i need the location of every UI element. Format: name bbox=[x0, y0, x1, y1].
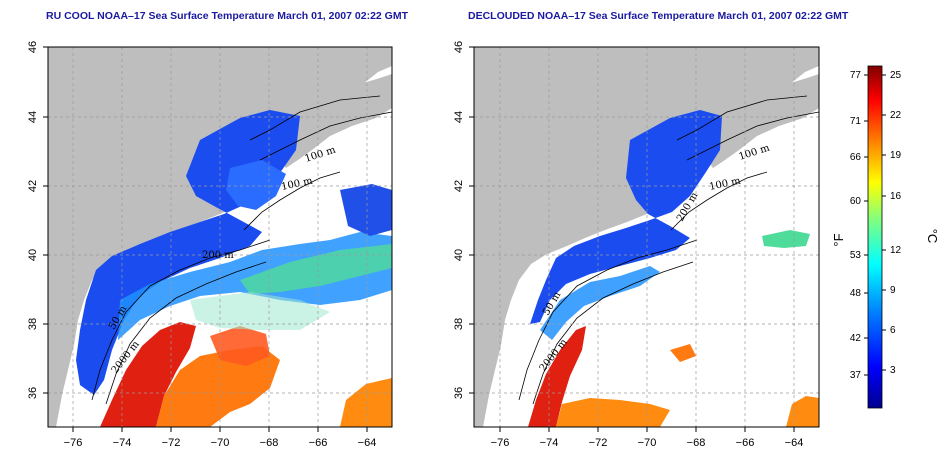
left-contour-label-3: 200 m bbox=[202, 250, 234, 261]
right-x-tick-label: −74 bbox=[540, 437, 559, 449]
right-shelf-edge-water bbox=[540, 266, 660, 340]
fahrenheit-tick-label: 53 bbox=[850, 250, 862, 261]
fahrenheit-tick-label: 60 bbox=[850, 196, 862, 207]
left-tick-marks bbox=[43, 46, 368, 432]
colorbar-gradient bbox=[867, 65, 883, 409]
left-gulf-stream-warm bbox=[100, 322, 196, 427]
right-gulf-stream-warm bbox=[528, 326, 586, 427]
left-x-tick-label: −68 bbox=[260, 437, 279, 449]
left-gulf-of-maine-blue bbox=[226, 160, 286, 210]
celsius-tick-label: 16 bbox=[890, 191, 902, 202]
left-speckled-cloud-area bbox=[190, 292, 330, 330]
left-x-tick-label: −70 bbox=[211, 437, 230, 449]
fahrenheit-tick-label: 71 bbox=[850, 116, 862, 127]
left-x-tick-label: −76 bbox=[64, 437, 83, 449]
right-y-tick-label: 40 bbox=[453, 249, 465, 261]
right-y-tick-label: 38 bbox=[453, 318, 465, 330]
left-land-mass bbox=[48, 47, 392, 427]
right-cold-shelf-water bbox=[530, 110, 722, 324]
right-x-tick-label: −66 bbox=[736, 437, 755, 449]
celsius-unit-label: °C bbox=[925, 229, 940, 244]
left-x-tick-label: −72 bbox=[162, 437, 181, 449]
right-map-title: DECLOUDED NOAA–17 Sea Surface Temperatur… bbox=[468, 10, 849, 22]
right-x-tick-label: −72 bbox=[589, 437, 608, 449]
right-x-tick-label: −68 bbox=[687, 437, 706, 449]
celsius-tick-label: 6 bbox=[890, 325, 896, 336]
right-y-tick-label: 44 bbox=[453, 111, 465, 123]
left-y-tick-label: 36 bbox=[27, 387, 39, 399]
fahrenheit-tick-label: 77 bbox=[850, 70, 862, 81]
left-warm-eddy bbox=[210, 326, 270, 366]
right-y-tick-label: 42 bbox=[453, 180, 465, 192]
left-gulf-stream-orange bbox=[156, 346, 280, 427]
right-y-tick-label: 36 bbox=[453, 387, 465, 399]
right-x-tick-label: −70 bbox=[638, 437, 657, 449]
fahrenheit-tick-label: 48 bbox=[850, 288, 862, 299]
right-gulf-stream-orange bbox=[556, 398, 670, 427]
right-map-panel: 100 m 100 m 200 m 50 m 2000 m −76 −74 −7… bbox=[453, 41, 820, 449]
celsius-tick-label: 3 bbox=[890, 365, 896, 376]
left-y-tick-label: 46 bbox=[27, 41, 39, 53]
fahrenheit-tick-label: 66 bbox=[850, 152, 862, 163]
left-x-tick-label: −66 bbox=[309, 437, 328, 449]
left-y-tick-label: 44 bbox=[27, 111, 39, 123]
right-x-tick-label: −64 bbox=[785, 437, 804, 449]
left-offshore-blue-patch bbox=[340, 184, 392, 236]
celsius-tick-label: 12 bbox=[890, 245, 902, 256]
left-x-tick-label: −74 bbox=[113, 437, 132, 449]
right-tick-marks bbox=[469, 46, 795, 432]
celsius-tick-label: 25 bbox=[890, 70, 902, 81]
left-bathymetry-contours bbox=[91, 95, 392, 405]
colorbar-ticks bbox=[864, 74, 886, 376]
fahrenheit-unit-label: °F bbox=[831, 233, 846, 246]
right-y-tick-label: 46 bbox=[453, 41, 465, 53]
right-bathymetry-contours bbox=[518, 95, 819, 405]
left-southeast-warm bbox=[340, 378, 392, 427]
celsius-tick-label: 19 bbox=[890, 150, 902, 161]
left-y-tick-label: 42 bbox=[27, 180, 39, 192]
right-green-patch bbox=[762, 230, 810, 248]
left-green-water bbox=[240, 244, 392, 294]
right-land-mass bbox=[474, 47, 819, 427]
fahrenheit-tick-label: 37 bbox=[850, 370, 862, 381]
left-x-tick-label: −64 bbox=[358, 437, 377, 449]
temperature-colorbar: 77 71 66 60 53 48 42 37 25 22 19 16 12 9… bbox=[831, 65, 940, 409]
right-warm-speck bbox=[670, 344, 696, 362]
left-y-tick-label: 40 bbox=[27, 249, 39, 261]
left-y-tick-label: 38 bbox=[27, 318, 39, 330]
left-map-panel: 100 m 100 m 200 m 50 m 2000 m −76 −74 −7… bbox=[27, 41, 393, 449]
fahrenheit-tick-label: 42 bbox=[850, 333, 862, 344]
right-x-tick-label: −76 bbox=[491, 437, 510, 449]
left-map-title: RU COOL NOAA–17 Sea Surface Temperature … bbox=[46, 10, 409, 22]
celsius-tick-label: 22 bbox=[890, 110, 902, 121]
celsius-tick-label: 9 bbox=[890, 285, 896, 296]
